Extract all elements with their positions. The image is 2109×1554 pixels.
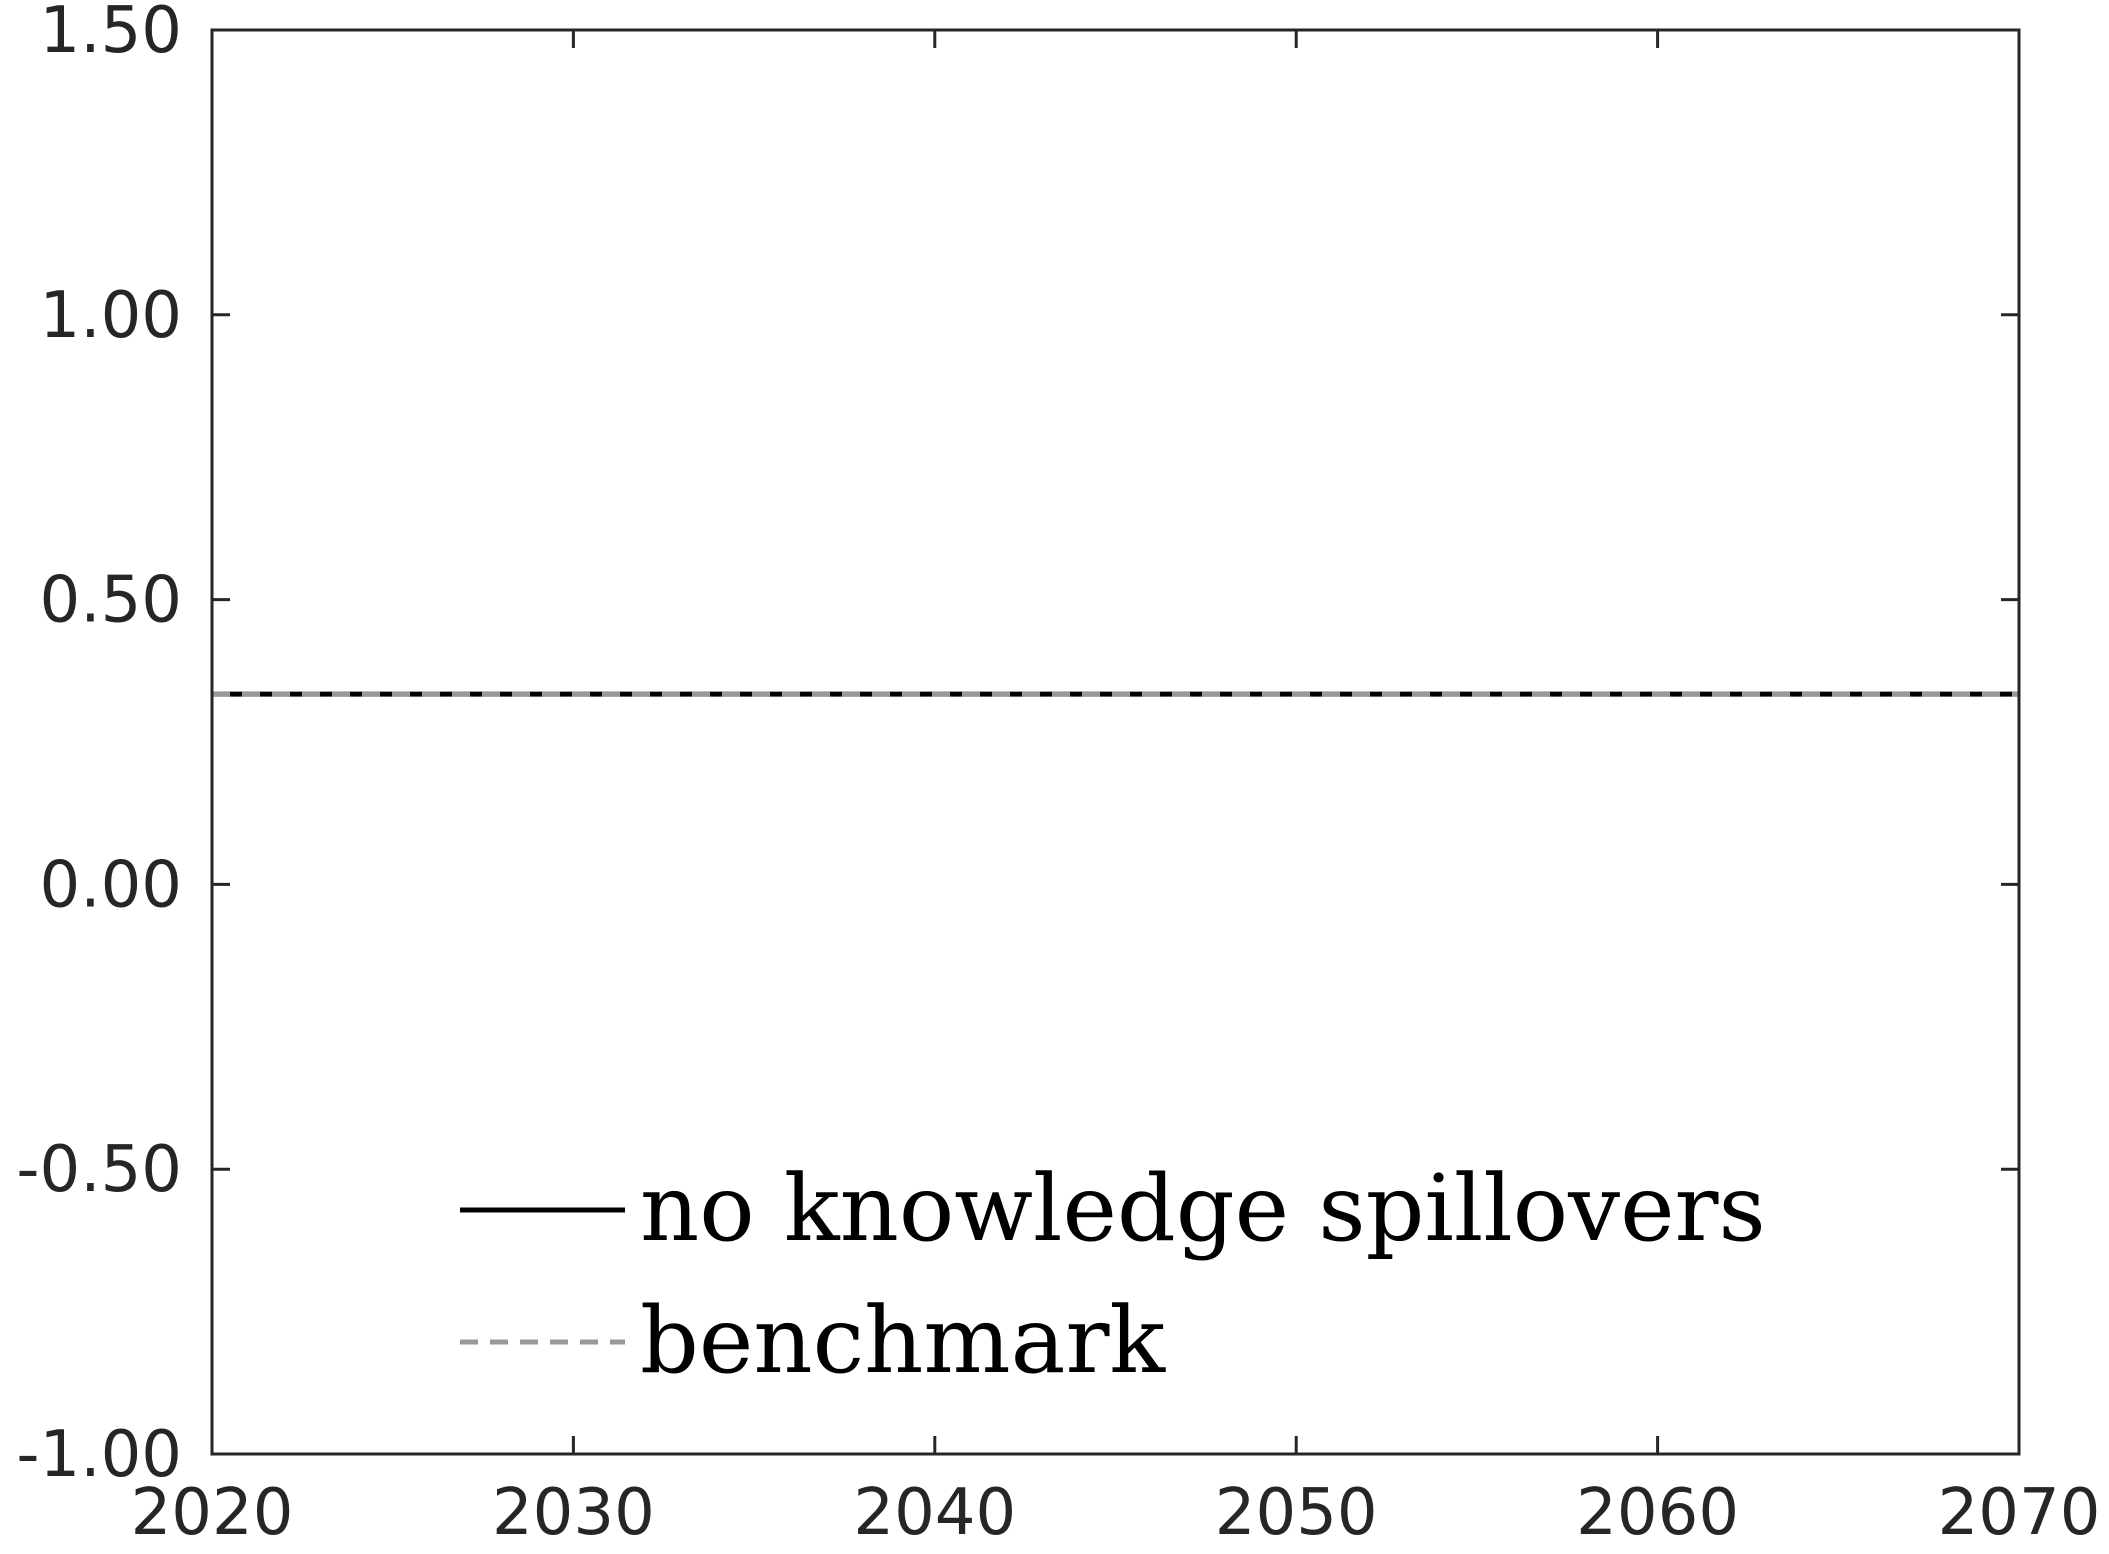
y-tick-label: 1.50 xyxy=(40,0,183,68)
x-tick-label: 2070 xyxy=(1938,1476,2101,1550)
x-tick-label: 2060 xyxy=(1576,1476,1739,1550)
x-tick-label: 2040 xyxy=(853,1476,1016,1550)
plot-area xyxy=(212,30,2019,1454)
x-tick-label: 2030 xyxy=(492,1476,655,1550)
x-tick-label: 2020 xyxy=(131,1476,294,1550)
legend-label: benchmark xyxy=(640,1287,1166,1394)
y-tick-label: -0.50 xyxy=(16,1133,182,1207)
plot-frame xyxy=(210,28,2021,1456)
y-tick-label: 1.00 xyxy=(40,279,183,353)
x-tick-label: 2050 xyxy=(1215,1476,1378,1550)
x-axis-tick-labels: 2020 2030 2040 2050 2060 2070 xyxy=(131,1476,2101,1550)
y-tick-label: 0.00 xyxy=(40,848,183,922)
y-axis-tick-labels: -1.00 -0.50 0.00 0.50 1.00 1.50 xyxy=(16,0,182,1492)
legend: no knowledge spillovers benchmark xyxy=(460,1155,1766,1394)
y-tick-label: 0.50 xyxy=(40,564,183,638)
legend-label: no knowledge spillovers xyxy=(640,1155,1766,1262)
y-tick-label: -1.00 xyxy=(16,1418,182,1492)
